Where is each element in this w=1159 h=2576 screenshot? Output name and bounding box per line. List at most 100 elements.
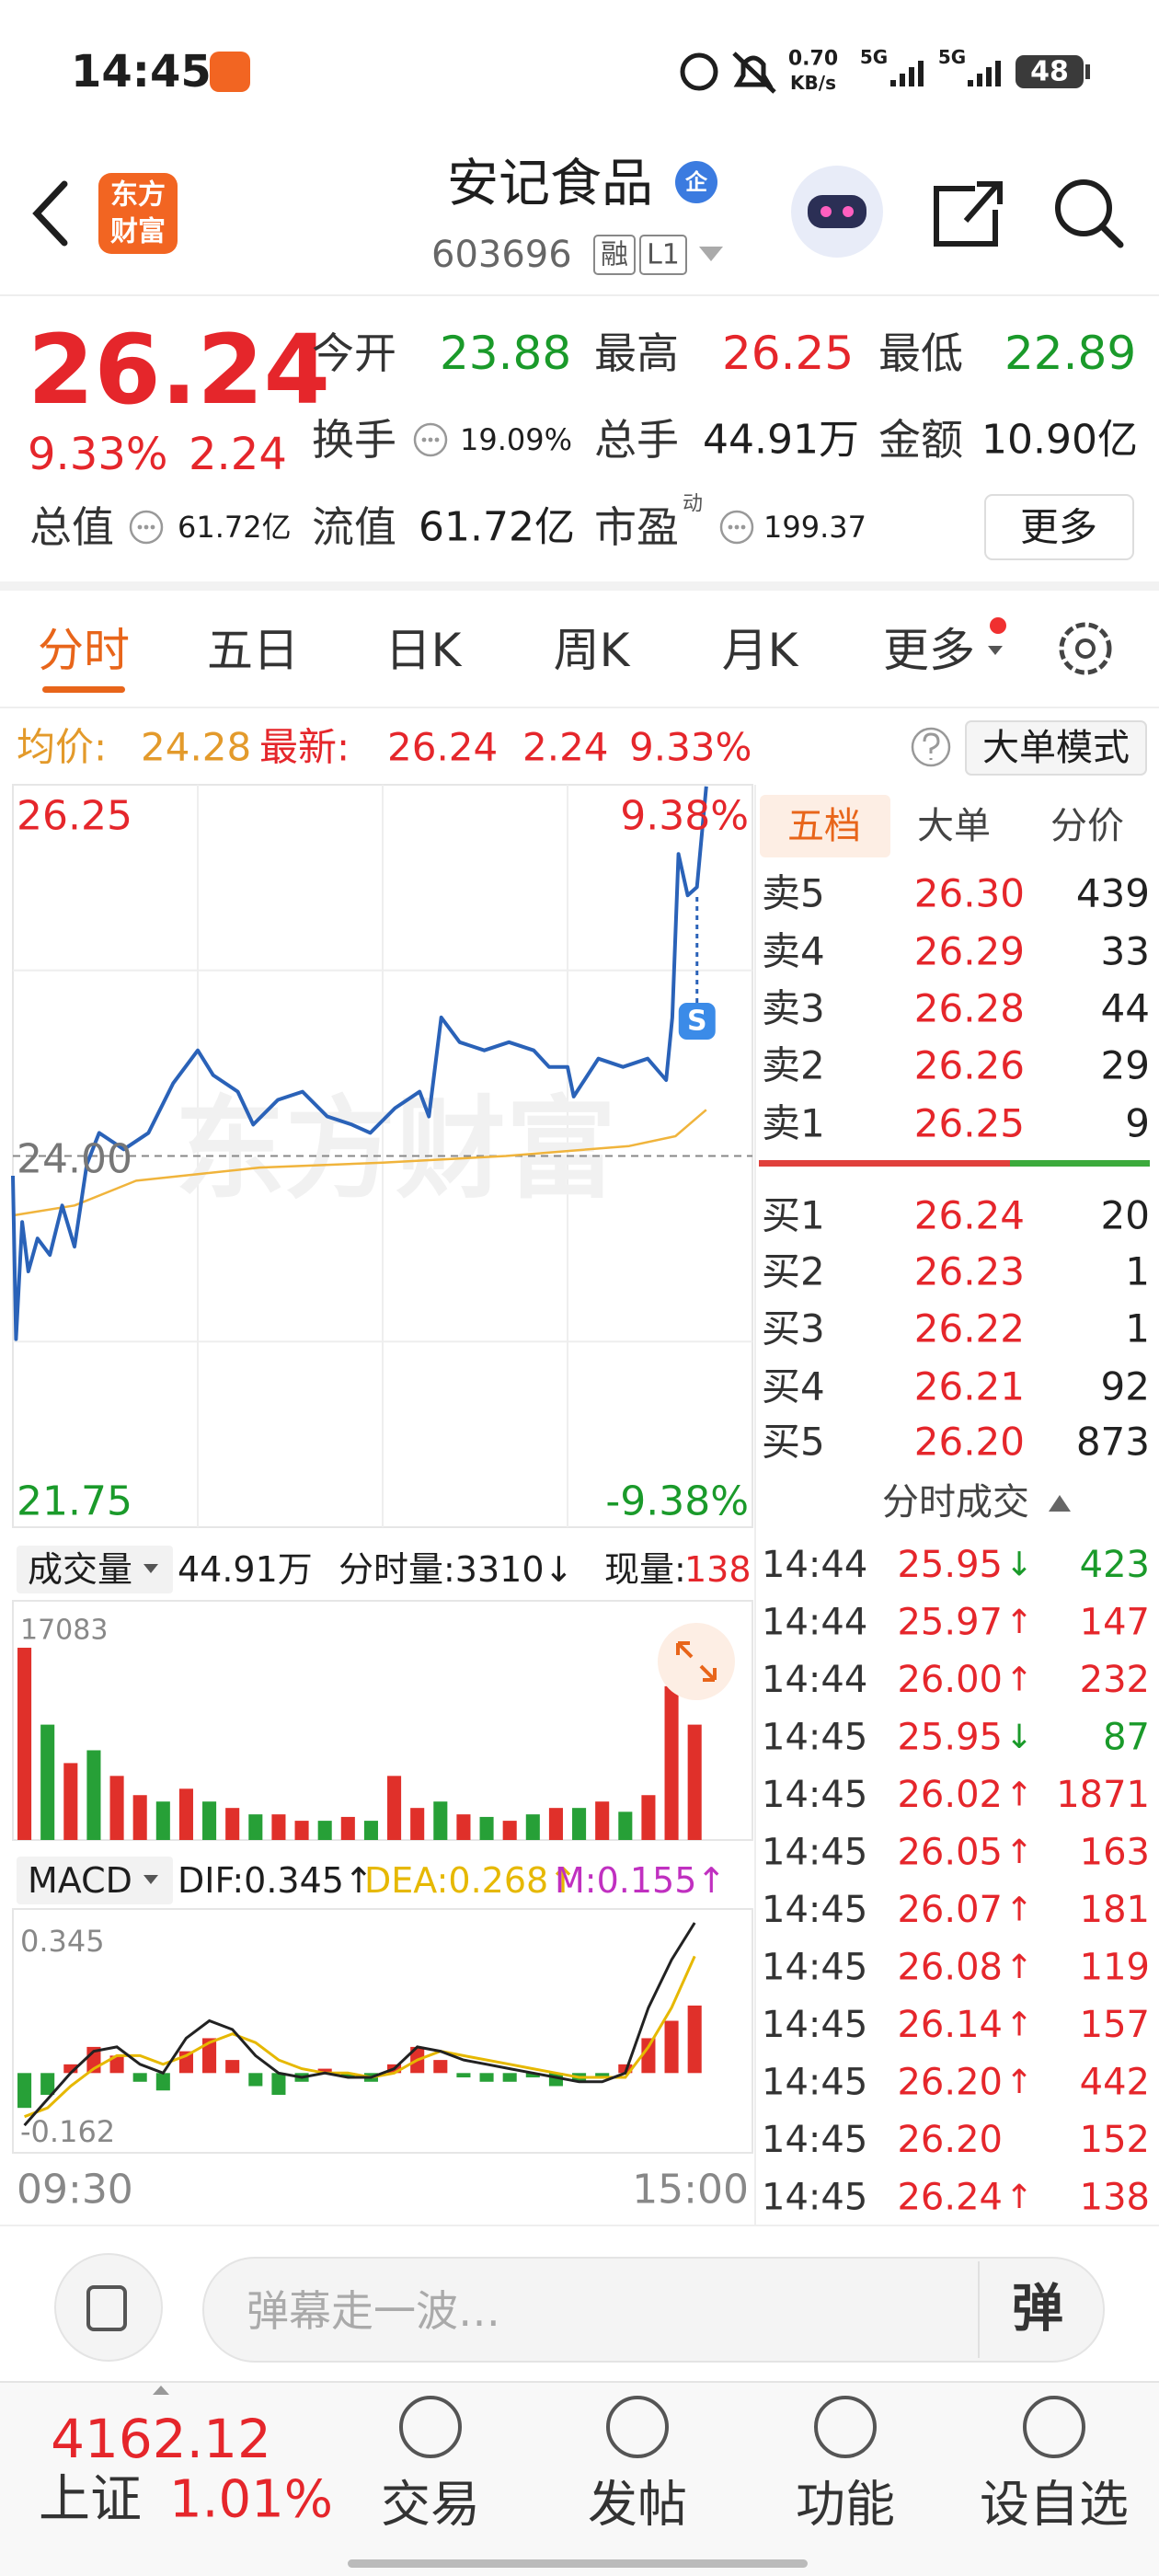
reference-label: 24.00	[17, 1136, 132, 1183]
nav-item[interactable]: 交易	[381, 2476, 480, 2534]
back-button[interactable]	[32, 180, 68, 247]
danmaku-toggle[interactable]: 弹	[1012, 2280, 1063, 2340]
mode-button[interactable]	[965, 720, 1147, 776]
dif-label: DIF:0.345↑	[178, 1860, 373, 1901]
macd-bar	[109, 2055, 124, 2074]
trades-title[interactable]: 分时成交	[882, 1481, 1029, 1524]
volume-bar	[86, 1750, 101, 1840]
mode-button-label[interactable]: 大单模式	[982, 727, 1130, 769]
now-volume: 138	[684, 1549, 752, 1590]
trade-volume: 152	[1080, 2119, 1150, 2161]
volume-bar	[202, 1801, 217, 1840]
book-price: 26.30	[914, 871, 1025, 916]
macd-max-label: 0.345	[20, 1924, 105, 1959]
macd-bar	[687, 2005, 702, 2074]
macd-bar	[618, 2064, 633, 2074]
trade-price: 26.14	[897, 2004, 1003, 2046]
trades-toggle[interactable]	[1049, 1495, 1071, 1512]
book-label: 卖2	[762, 1043, 825, 1088]
tag: L1	[647, 239, 680, 271]
battery-tip	[1085, 64, 1090, 79]
period-tab[interactable]: 月K	[722, 624, 799, 677]
period-tab[interactable]: 五日	[207, 624, 299, 677]
trade-price: 26.00	[897, 1659, 1003, 1701]
signal-marker[interactable]	[678, 1003, 716, 1040]
index-value[interactable]: 4162.12	[51, 2408, 271, 2470]
book-tab[interactable]: 大单	[917, 805, 991, 847]
info-icon[interactable]	[413, 422, 448, 457]
comment-input[interactable]	[202, 2257, 1105, 2363]
comment-settings-glyph	[86, 2285, 127, 2331]
trade-arrow: ↑	[1005, 2007, 1033, 2044]
book-volume: 9	[1125, 1101, 1150, 1146]
avg-value: 24.28	[141, 725, 251, 770]
indicator-select[interactable]	[17, 1857, 173, 1904]
book-label: 卖3	[762, 986, 825, 1031]
period-tab[interactable]: 更多	[883, 624, 975, 677]
expand-button[interactable]	[658, 1623, 735, 1700]
trade-time: 14:45	[762, 2004, 867, 2046]
nav-item[interactable]: 设自选	[980, 2476, 1129, 2534]
macd-bar	[17, 2073, 32, 2109]
more-button[interactable]	[984, 494, 1134, 560]
index-change[interactable]: 1.01%	[169, 2470, 333, 2530]
trade-volume: 1871	[1056, 1774, 1150, 1816]
logo-text: 财富	[110, 216, 166, 248]
signal-marker-label[interactable]: S	[687, 1006, 707, 1038]
signal-bar	[890, 80, 896, 86]
info-icon-dot	[137, 524, 143, 530]
comment-placeholder[interactable]: 弹幕走一波…	[247, 2286, 500, 2336]
help-icon[interactable]	[911, 727, 951, 767]
book-volume: 873	[1076, 1420, 1150, 1465]
nav-item[interactable]: 功能	[796, 2476, 895, 2534]
comment-settings-button[interactable]	[54, 2253, 163, 2362]
info-icon-dot	[434, 437, 440, 443]
field-value: 199.37	[763, 510, 866, 545]
last-label: 最新:	[259, 725, 350, 770]
settings-button[interactable]	[1059, 622, 1112, 675]
info-icon-dot	[143, 524, 149, 530]
period-tab[interactable]: 分时	[38, 624, 130, 677]
share-button[interactable]	[934, 181, 1003, 247]
last-value: 26.24	[387, 725, 498, 770]
volume-bar	[40, 1724, 55, 1840]
book-volume: 1	[1125, 1249, 1150, 1294]
info-icon[interactable]	[129, 510, 164, 545]
trade-price: 26.02	[897, 1774, 1003, 1816]
macd-bar	[479, 2073, 494, 2082]
book-volume: 439	[1076, 871, 1150, 916]
signal-bar	[909, 67, 914, 86]
trade-price: 26.08	[897, 1947, 1003, 1989]
macd-bar	[40, 2073, 55, 2095]
trade-price: 26.05	[897, 1832, 1003, 1874]
more-button-label[interactable]: 更多	[1020, 505, 1097, 550]
book-tab[interactable]: 五档	[787, 805, 861, 847]
trade-arrow: ↑	[1005, 1777, 1033, 1814]
volume-bar	[387, 1776, 402, 1840]
dropdown-arrow[interactable]	[699, 247, 723, 261]
last-price: 26.24	[28, 314, 330, 426]
book-tab[interactable]: 分价	[1050, 805, 1124, 847]
trade-price: 26.20	[897, 2062, 1003, 2104]
assistant-face	[808, 195, 866, 228]
trade-price: 25.97	[897, 1602, 1003, 1644]
trade-arrow: ↑	[1005, 2179, 1033, 2216]
info-icon-dot	[734, 524, 740, 530]
period-tab[interactable]: 周K	[554, 624, 631, 677]
macd-bar	[456, 2073, 471, 2078]
trade-volume: 442	[1080, 2062, 1150, 2104]
trade-volume: 87	[1103, 1717, 1150, 1759]
y-max-label: 26.25	[17, 793, 132, 840]
search-button[interactable]	[1055, 179, 1112, 236]
nav-item[interactable]: 发帖	[588, 2476, 687, 2534]
index-name[interactable]: 上证	[39, 2470, 142, 2530]
volume-bar	[363, 1821, 378, 1840]
indicator-select[interactable]	[17, 1546, 173, 1593]
signal-bar	[986, 67, 992, 86]
divider	[0, 707, 1159, 708]
info-icon[interactable]	[719, 510, 754, 545]
field-label: 市盈	[594, 502, 679, 552]
signal-bar	[968, 80, 973, 86]
period-tab[interactable]: 日K	[385, 624, 463, 677]
status-time: 14:45	[71, 46, 212, 98]
